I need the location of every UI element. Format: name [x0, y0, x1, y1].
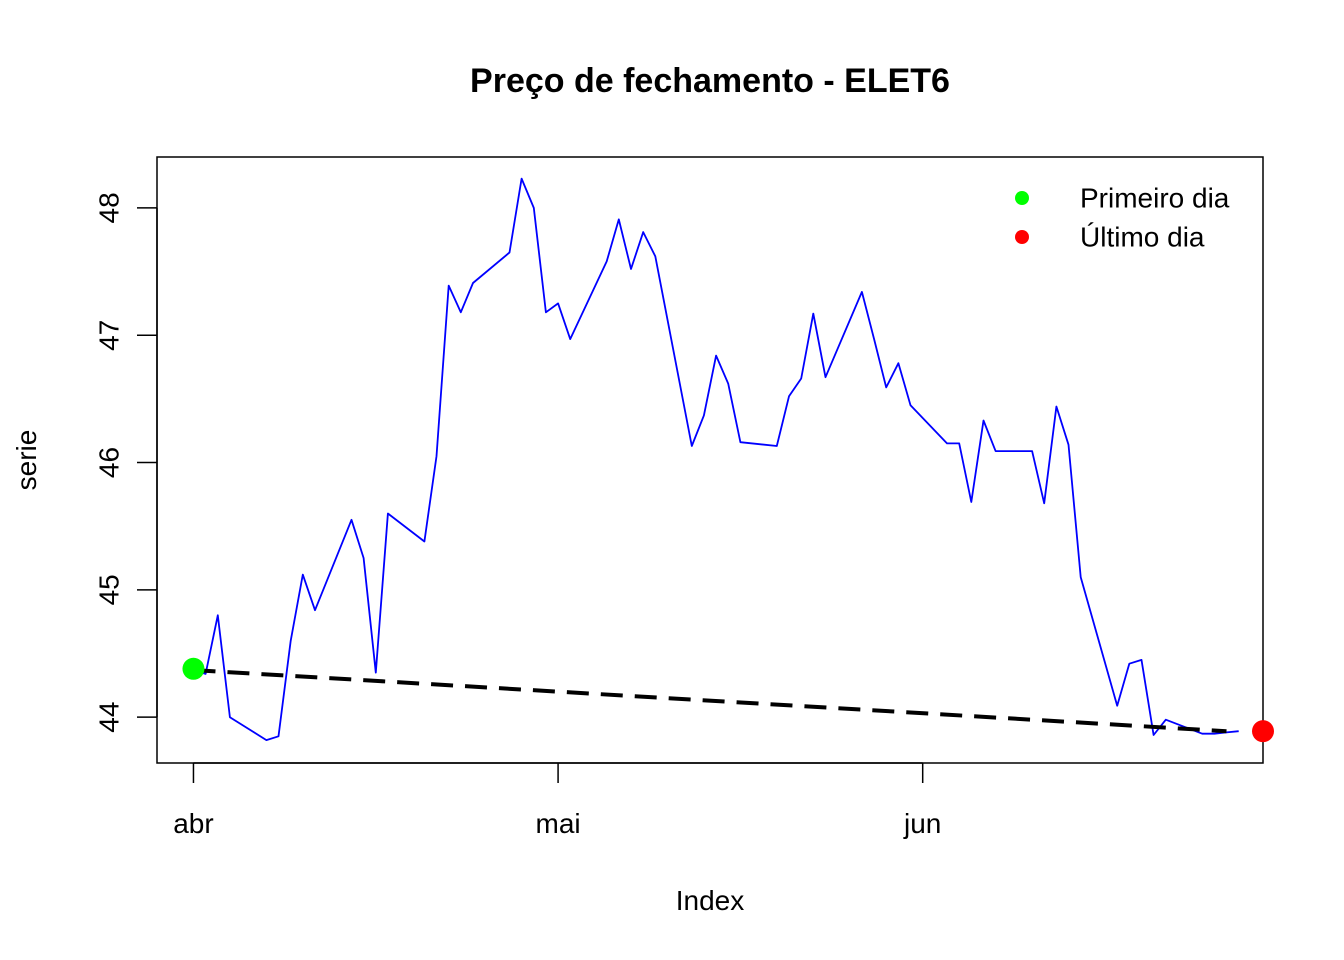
y-axis: 44 45 46 47 48 [93, 192, 158, 733]
legend: Primeiro dia Último dia [1015, 183, 1230, 253]
x-tick-label: mai [536, 808, 581, 839]
y-tick-label: 48 [93, 192, 124, 223]
x-axis-label: Index [676, 885, 745, 916]
x-tick-label: abr [173, 808, 213, 839]
legend-label: Primeiro dia [1080, 183, 1230, 214]
y-tick-label: 45 [94, 574, 125, 605]
legend-marker [1015, 191, 1029, 205]
last-day-point [1252, 720, 1274, 743]
legend-label: Último dia [1080, 222, 1205, 253]
trend-line-dashed [193, 668, 1227, 734]
legend-marker [1015, 230, 1029, 244]
series-layer [193, 177, 1239, 741]
first-day-point [182, 657, 205, 680]
y-tick-label: 44 [94, 702, 125, 733]
chart-title: Preço de fechamento - ELET6 [470, 62, 950, 100]
x-axis: abr mai jun [173, 762, 941, 839]
points-layer [182, 657, 1274, 743]
y-tick-label: 47 [94, 320, 125, 351]
price-series-line [193, 177, 1239, 741]
y-tick-label: 46 [94, 447, 125, 478]
x-tick-label: jun [903, 808, 941, 839]
y-axis-label: serie [11, 430, 42, 491]
